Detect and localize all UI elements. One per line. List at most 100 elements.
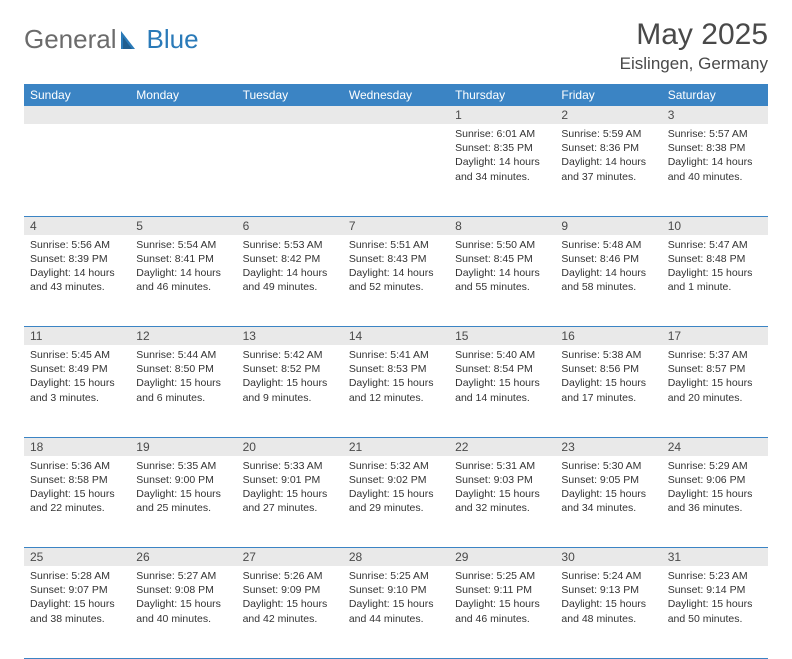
sunset-text: Sunset: 8:49 PM bbox=[30, 362, 124, 376]
day-body-cell: Sunrise: 5:37 AMSunset: 8:57 PMDaylight:… bbox=[662, 345, 768, 437]
logo-sail-icon bbox=[119, 29, 145, 51]
weekday-header: Sunday bbox=[24, 84, 130, 106]
day-details: Sunrise: 5:40 AMSunset: 8:54 PMDaylight:… bbox=[449, 345, 555, 411]
sunset-text: Sunset: 8:45 PM bbox=[455, 252, 549, 266]
weekday-header: Tuesday bbox=[237, 84, 343, 106]
day-body-cell: Sunrise: 5:54 AMSunset: 8:41 PMDaylight:… bbox=[130, 235, 236, 327]
sunset-text: Sunset: 8:52 PM bbox=[243, 362, 337, 376]
day-body-row: Sunrise: 5:36 AMSunset: 8:58 PMDaylight:… bbox=[24, 456, 768, 548]
sunset-text: Sunset: 8:41 PM bbox=[136, 252, 230, 266]
daylight-text: Daylight: 15 hours and 9 minutes. bbox=[243, 376, 337, 404]
logo: General Blue bbox=[24, 18, 199, 55]
sunrise-text: Sunrise: 5:29 AM bbox=[668, 459, 762, 473]
day-body-cell: Sunrise: 5:28 AMSunset: 9:07 PMDaylight:… bbox=[24, 566, 130, 658]
day-number-cell: 6 bbox=[237, 216, 343, 235]
day-body-cell bbox=[343, 124, 449, 216]
day-details: Sunrise: 5:23 AMSunset: 9:14 PMDaylight:… bbox=[662, 566, 768, 632]
day-number-cell: 25 bbox=[24, 548, 130, 567]
day-details: Sunrise: 5:33 AMSunset: 9:01 PMDaylight:… bbox=[237, 456, 343, 522]
sunrise-text: Sunrise: 5:48 AM bbox=[561, 238, 655, 252]
daylight-text: Daylight: 14 hours and 40 minutes. bbox=[668, 155, 762, 183]
sunset-text: Sunset: 9:13 PM bbox=[561, 583, 655, 597]
day-number-cell: 26 bbox=[130, 548, 236, 567]
daylight-text: Daylight: 15 hours and 27 minutes. bbox=[243, 487, 337, 515]
day-number-cell: 9 bbox=[555, 216, 661, 235]
day-details: Sunrise: 5:54 AMSunset: 8:41 PMDaylight:… bbox=[130, 235, 236, 301]
daylight-text: Daylight: 15 hours and 12 minutes. bbox=[349, 376, 443, 404]
day-number-cell: 31 bbox=[662, 548, 768, 567]
day-number-cell: 21 bbox=[343, 437, 449, 456]
day-number-cell: 23 bbox=[555, 437, 661, 456]
daylight-text: Daylight: 15 hours and 3 minutes. bbox=[30, 376, 124, 404]
weekday-header: Friday bbox=[555, 84, 661, 106]
sunset-text: Sunset: 9:02 PM bbox=[349, 473, 443, 487]
day-body-cell: Sunrise: 5:51 AMSunset: 8:43 PMDaylight:… bbox=[343, 235, 449, 327]
sunrise-text: Sunrise: 5:35 AM bbox=[136, 459, 230, 473]
sunset-text: Sunset: 8:50 PM bbox=[136, 362, 230, 376]
day-number-cell: 20 bbox=[237, 437, 343, 456]
sunrise-text: Sunrise: 5:54 AM bbox=[136, 238, 230, 252]
day-number-cell: 4 bbox=[24, 216, 130, 235]
day-body-cell: Sunrise: 5:41 AMSunset: 8:53 PMDaylight:… bbox=[343, 345, 449, 437]
daylight-text: Daylight: 15 hours and 14 minutes. bbox=[455, 376, 549, 404]
day-body-cell: Sunrise: 5:23 AMSunset: 9:14 PMDaylight:… bbox=[662, 566, 768, 658]
day-body-cell: Sunrise: 5:32 AMSunset: 9:02 PMDaylight:… bbox=[343, 456, 449, 548]
weekday-header: Saturday bbox=[662, 84, 768, 106]
sunset-text: Sunset: 8:39 PM bbox=[30, 252, 124, 266]
sunset-text: Sunset: 8:38 PM bbox=[668, 141, 762, 155]
sunset-text: Sunset: 9:08 PM bbox=[136, 583, 230, 597]
day-details: Sunrise: 5:42 AMSunset: 8:52 PMDaylight:… bbox=[237, 345, 343, 411]
day-body-cell: Sunrise: 5:53 AMSunset: 8:42 PMDaylight:… bbox=[237, 235, 343, 327]
sunrise-text: Sunrise: 5:50 AM bbox=[455, 238, 549, 252]
day-details: Sunrise: 5:25 AMSunset: 9:11 PMDaylight:… bbox=[449, 566, 555, 632]
sunset-text: Sunset: 9:05 PM bbox=[561, 473, 655, 487]
daylight-text: Daylight: 15 hours and 34 minutes. bbox=[561, 487, 655, 515]
day-details: Sunrise: 5:37 AMSunset: 8:57 PMDaylight:… bbox=[662, 345, 768, 411]
daylight-text: Daylight: 15 hours and 22 minutes. bbox=[30, 487, 124, 515]
day-number-cell: 29 bbox=[449, 548, 555, 567]
sunrise-text: Sunrise: 5:33 AM bbox=[243, 459, 337, 473]
day-details: Sunrise: 5:51 AMSunset: 8:43 PMDaylight:… bbox=[343, 235, 449, 301]
sunset-text: Sunset: 8:54 PM bbox=[455, 362, 549, 376]
day-number-cell: 12 bbox=[130, 327, 236, 346]
daylight-text: Daylight: 14 hours and 46 minutes. bbox=[136, 266, 230, 294]
sunrise-text: Sunrise: 5:36 AM bbox=[30, 459, 124, 473]
sunrise-text: Sunrise: 5:25 AM bbox=[349, 569, 443, 583]
sunset-text: Sunset: 9:10 PM bbox=[349, 583, 443, 597]
day-body-cell: Sunrise: 5:57 AMSunset: 8:38 PMDaylight:… bbox=[662, 124, 768, 216]
day-number-cell: 27 bbox=[237, 548, 343, 567]
day-body-cell: Sunrise: 5:45 AMSunset: 8:49 PMDaylight:… bbox=[24, 345, 130, 437]
weekday-header-row: Sunday Monday Tuesday Wednesday Thursday… bbox=[24, 84, 768, 106]
day-body-cell: Sunrise: 5:35 AMSunset: 9:00 PMDaylight:… bbox=[130, 456, 236, 548]
day-number-cell: 18 bbox=[24, 437, 130, 456]
sunset-text: Sunset: 8:43 PM bbox=[349, 252, 443, 266]
day-details: Sunrise: 5:50 AMSunset: 8:45 PMDaylight:… bbox=[449, 235, 555, 301]
day-number-cell: 30 bbox=[555, 548, 661, 567]
sunset-text: Sunset: 9:11 PM bbox=[455, 583, 549, 597]
logo-text-general: General bbox=[24, 24, 117, 55]
location-label: Eislingen, Germany bbox=[620, 54, 768, 74]
sunrise-text: Sunrise: 5:41 AM bbox=[349, 348, 443, 362]
sunrise-text: Sunrise: 5:31 AM bbox=[455, 459, 549, 473]
day-details: Sunrise: 5:27 AMSunset: 9:08 PMDaylight:… bbox=[130, 566, 236, 632]
day-details: Sunrise: 5:53 AMSunset: 8:42 PMDaylight:… bbox=[237, 235, 343, 301]
day-body-cell: Sunrise: 5:59 AMSunset: 8:36 PMDaylight:… bbox=[555, 124, 661, 216]
day-body-cell bbox=[237, 124, 343, 216]
day-details: Sunrise: 5:36 AMSunset: 8:58 PMDaylight:… bbox=[24, 456, 130, 522]
day-details: Sunrise: 5:24 AMSunset: 9:13 PMDaylight:… bbox=[555, 566, 661, 632]
daylight-text: Daylight: 15 hours and 6 minutes. bbox=[136, 376, 230, 404]
day-details: Sunrise: 5:44 AMSunset: 8:50 PMDaylight:… bbox=[130, 345, 236, 411]
day-details: Sunrise: 5:48 AMSunset: 8:46 PMDaylight:… bbox=[555, 235, 661, 301]
sunrise-text: Sunrise: 5:23 AM bbox=[668, 569, 762, 583]
day-number-row: 11121314151617 bbox=[24, 327, 768, 346]
day-body-cell: Sunrise: 5:48 AMSunset: 8:46 PMDaylight:… bbox=[555, 235, 661, 327]
sunset-text: Sunset: 8:42 PM bbox=[243, 252, 337, 266]
day-number-cell: 11 bbox=[24, 327, 130, 346]
day-number-cell: 2 bbox=[555, 106, 661, 124]
day-body-cell: Sunrise: 5:26 AMSunset: 9:09 PMDaylight:… bbox=[237, 566, 343, 658]
day-body-cell: Sunrise: 5:47 AMSunset: 8:48 PMDaylight:… bbox=[662, 235, 768, 327]
day-number-cell bbox=[343, 106, 449, 124]
day-details: Sunrise: 5:38 AMSunset: 8:56 PMDaylight:… bbox=[555, 345, 661, 411]
sunrise-text: Sunrise: 5:57 AM bbox=[668, 127, 762, 141]
day-body-cell bbox=[24, 124, 130, 216]
